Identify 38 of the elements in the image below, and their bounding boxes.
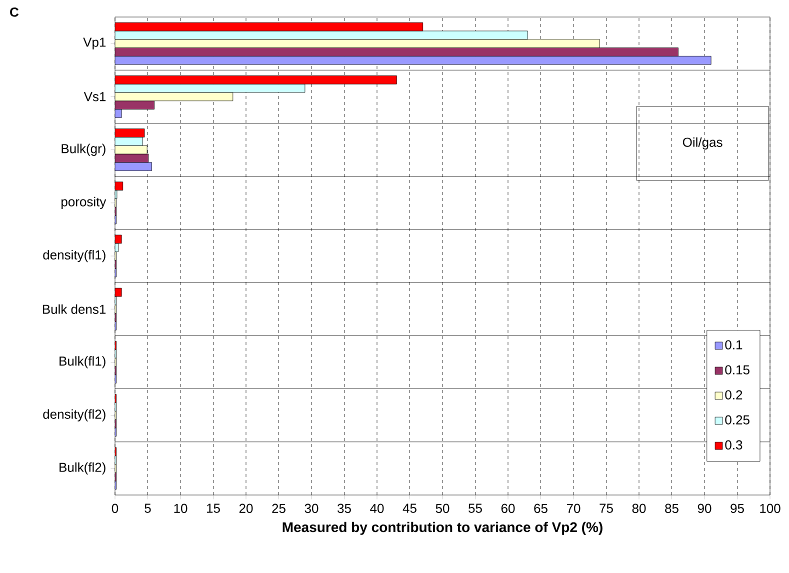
x-tick-label: 75 [600,504,613,513]
y-tick-label: density(fl2) [43,409,106,422]
x-tick-label: 5 [144,504,151,513]
x-tick-label: 70 [566,504,580,514]
legend-label: 0.25 [725,415,750,424]
y-tick-label: Bulk(fl1) [60,356,106,368]
x-axis-title: Measured by contribution to variance of Vp2 (%) [282,522,602,535]
x-tick-label: 55 [468,504,482,513]
x-tick-label: 0 [112,504,118,514]
x-tick-label: 10 [174,504,188,514]
y-tick-label: Bulk dens1 [42,304,106,314]
x-tick-label: 95 [730,504,744,514]
y-tick-label: Bulk(gr) [62,144,106,156]
legend-label: 0.3 [725,440,742,450]
text: C [10,8,19,17]
x-tick-label: 30 [304,504,318,514]
legend-label: 0.15 [725,365,750,374]
x-tick-label: 60 [501,504,515,514]
x-tick-label: 15 [207,504,220,513]
x-tick-label: 40 [370,504,384,514]
legend-label: 0.1 [725,340,742,350]
y-tick-label: Bulk(fl2) [60,462,106,475]
x-tick-label: 50 [436,504,450,514]
x-tick-label: 65 [534,504,548,514]
y-tick-label: density(fl1) [43,250,106,262]
x-tick-label: 90 [698,504,712,514]
x-tick-label: 35 [338,504,351,514]
y-tick-label: porosity [62,196,106,209]
x-tick-label: 45 [402,504,416,513]
annotation: Oil/gas [682,137,722,150]
x-tick-label: 85 [665,504,678,514]
legend-label: 0.2 [725,390,742,400]
x-tick-label: 100 [760,504,780,514]
y-tick-label: Vp1 [83,38,106,50]
x-tick-label: 25 [272,504,286,514]
x-tick-label: 80 [632,504,646,514]
y-tick-label: Vs1 [84,92,106,102]
x-tick-label: 20 [239,504,253,514]
